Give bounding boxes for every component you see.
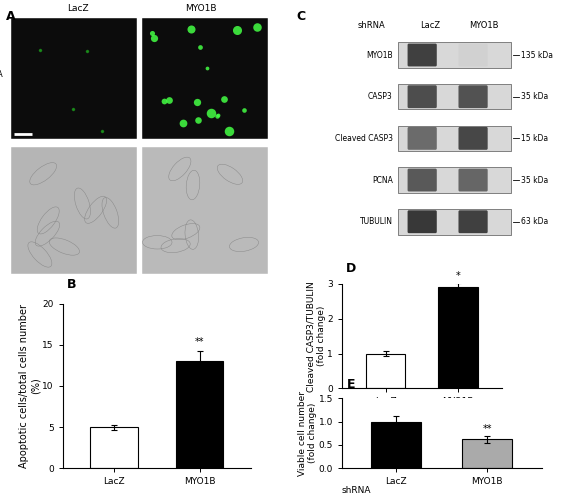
Text: TUBULIN: TUBULIN xyxy=(360,217,393,226)
FancyBboxPatch shape xyxy=(408,85,437,108)
Text: shRNA: shRNA xyxy=(342,410,372,419)
FancyBboxPatch shape xyxy=(458,85,488,108)
Text: D: D xyxy=(345,262,356,275)
Text: **: ** xyxy=(195,337,204,347)
FancyBboxPatch shape xyxy=(408,210,437,233)
Text: shRNA: shRNA xyxy=(342,486,372,495)
Bar xyxy=(372,422,421,468)
Bar xyxy=(142,18,268,139)
Text: PCNA: PCNA xyxy=(372,176,393,185)
Bar xyxy=(398,84,511,110)
Text: MYO1B: MYO1B xyxy=(185,3,217,12)
Text: MYO1B: MYO1B xyxy=(366,50,393,59)
Bar xyxy=(398,209,511,235)
Text: 135 kDa: 135 kDa xyxy=(522,50,553,59)
Text: 63 kDa: 63 kDa xyxy=(522,217,549,226)
FancyBboxPatch shape xyxy=(408,44,437,66)
FancyBboxPatch shape xyxy=(408,169,437,192)
Text: LacZ: LacZ xyxy=(420,21,441,30)
Text: B: B xyxy=(67,278,76,291)
Bar xyxy=(176,362,223,468)
Text: 35 kDa: 35 kDa xyxy=(522,176,549,185)
Text: E: E xyxy=(347,378,355,391)
Bar xyxy=(365,354,405,388)
Bar xyxy=(11,147,137,273)
Y-axis label: Cleaved CASP3/TUBULIN
(fold change): Cleaved CASP3/TUBULIN (fold change) xyxy=(307,281,326,391)
Text: A: A xyxy=(6,10,15,23)
Bar xyxy=(398,42,511,68)
Text: 15 kDa: 15 kDa xyxy=(522,134,548,143)
Text: shRNA: shRNA xyxy=(357,21,385,30)
Bar xyxy=(398,167,511,193)
Text: **: ** xyxy=(482,424,492,434)
Bar xyxy=(142,147,268,273)
Text: CASP3: CASP3 xyxy=(368,92,393,101)
FancyBboxPatch shape xyxy=(458,169,488,192)
Bar xyxy=(11,18,137,139)
Bar xyxy=(91,427,137,468)
FancyBboxPatch shape xyxy=(458,127,488,150)
Y-axis label: Apoptotic cells/total cells number
(%): Apoptotic cells/total cells number (%) xyxy=(19,304,41,468)
Text: Cleaved CASP3: Cleaved CASP3 xyxy=(335,134,393,143)
Text: 35 kDa: 35 kDa xyxy=(522,92,549,101)
FancyBboxPatch shape xyxy=(458,44,488,66)
Text: LacZ: LacZ xyxy=(67,3,89,12)
Text: C: C xyxy=(296,10,306,23)
Y-axis label: Viable cell number
(fold change): Viable cell number (fold change) xyxy=(298,391,317,476)
Text: MYO1B: MYO1B xyxy=(469,21,499,30)
Bar xyxy=(398,125,511,151)
Text: *: * xyxy=(455,271,461,281)
FancyBboxPatch shape xyxy=(458,210,488,233)
Text: shRNA: shRNA xyxy=(0,70,3,79)
Bar xyxy=(438,287,478,388)
Bar xyxy=(462,439,512,468)
FancyBboxPatch shape xyxy=(408,127,437,150)
